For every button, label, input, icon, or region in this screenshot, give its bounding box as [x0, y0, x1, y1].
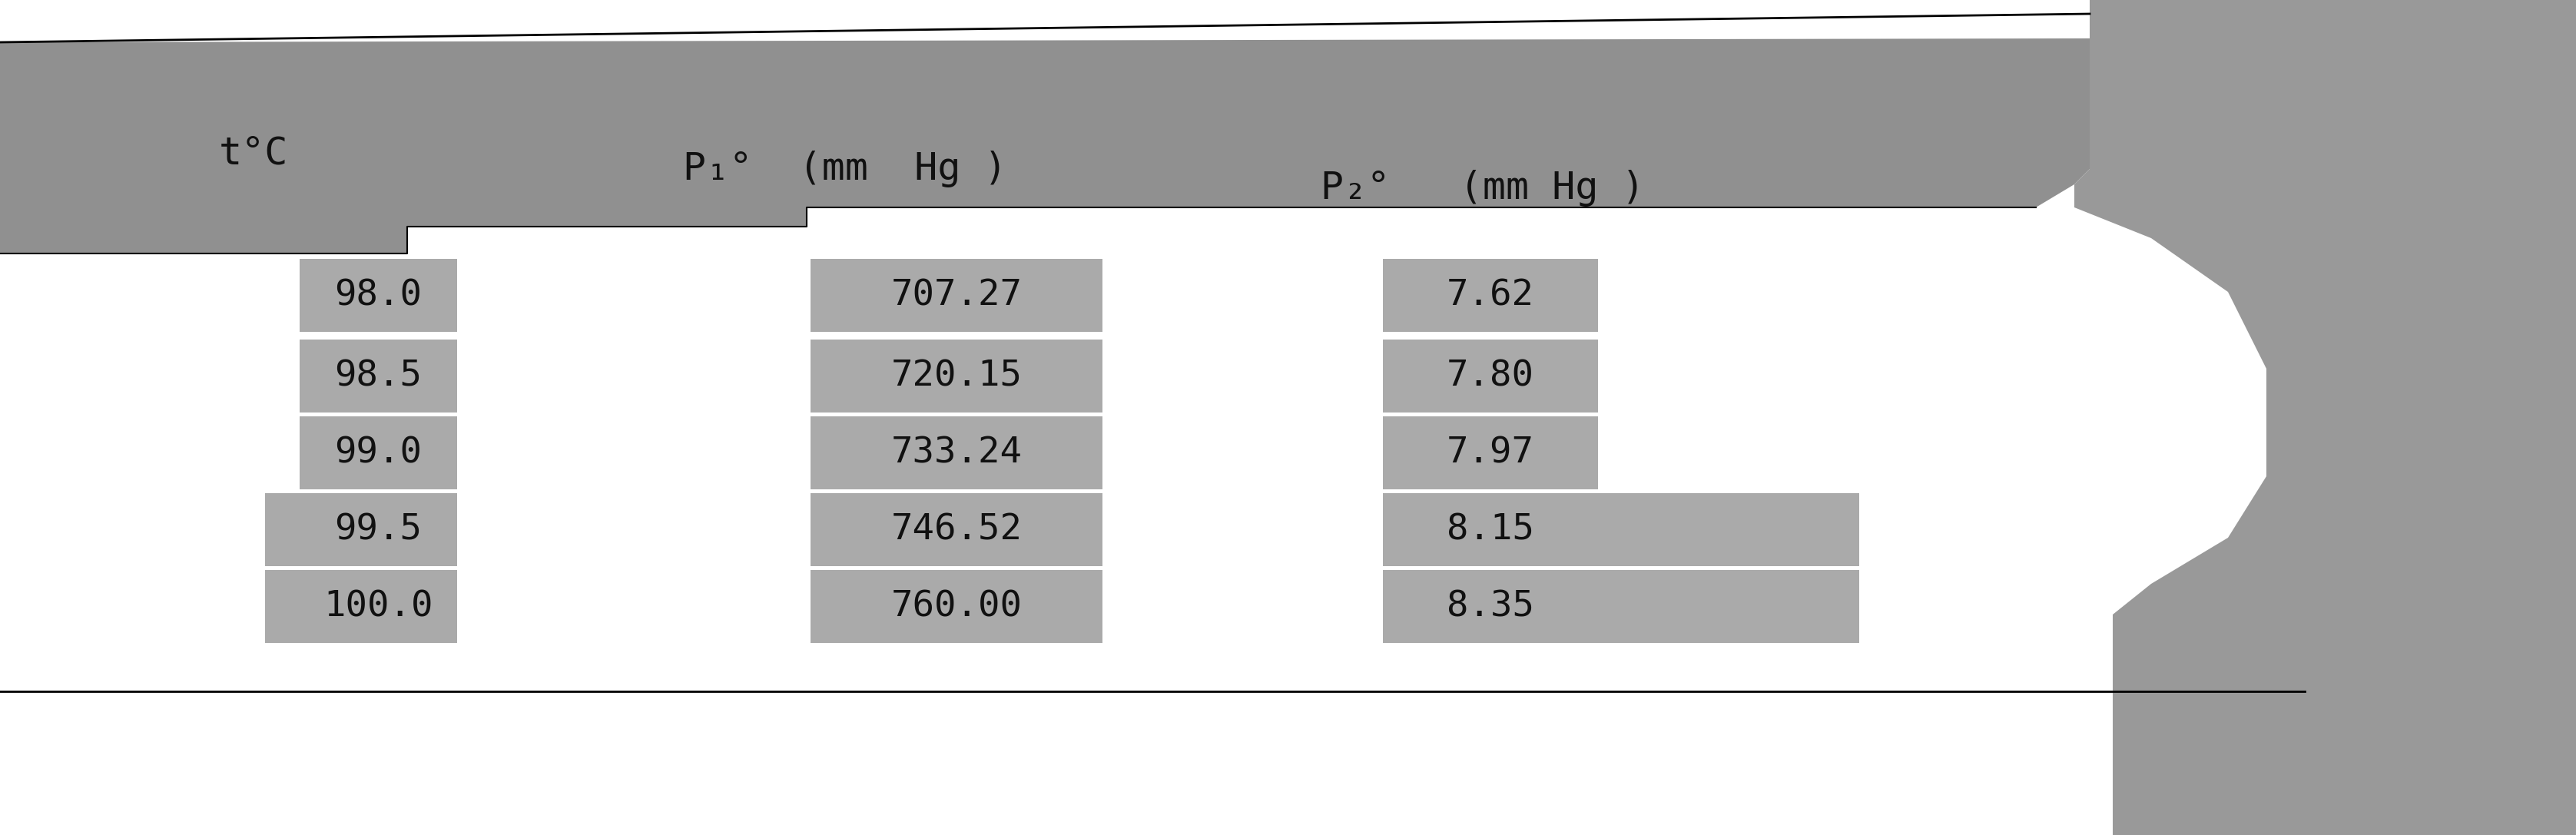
- Text: 7.62: 7.62: [1448, 278, 1535, 313]
- Bar: [811, 570, 1103, 643]
- Text: 7.80: 7.80: [1448, 359, 1535, 393]
- Bar: [1383, 570, 1860, 643]
- Text: 8.15: 8.15: [1448, 513, 1535, 547]
- Text: 7.97: 7.97: [1448, 436, 1535, 470]
- Text: 733.24: 733.24: [891, 436, 1023, 470]
- Text: P₂°   (mm Hg ): P₂° (mm Hg ): [1321, 170, 1643, 206]
- Bar: [811, 259, 1103, 331]
- Text: 707.27: 707.27: [891, 278, 1023, 313]
- Text: 720.15: 720.15: [891, 359, 1023, 393]
- Text: 98.0: 98.0: [335, 278, 422, 313]
- Bar: [1383, 417, 1597, 489]
- Bar: [1383, 259, 1597, 331]
- Bar: [1383, 493, 1860, 566]
- Text: P₁°  (mm  Hg ): P₁° (mm Hg ): [683, 150, 1007, 187]
- Bar: [811, 340, 1103, 412]
- Bar: [265, 493, 456, 566]
- Bar: [265, 570, 456, 643]
- Text: 760.00: 760.00: [891, 590, 1023, 624]
- Text: 746.52: 746.52: [891, 513, 1023, 547]
- Bar: [299, 259, 456, 331]
- Bar: [299, 340, 456, 412]
- Text: 98.5: 98.5: [335, 359, 422, 393]
- Bar: [1383, 340, 1597, 412]
- Text: 8.35: 8.35: [1448, 590, 1535, 624]
- Bar: [299, 417, 456, 489]
- Bar: [811, 493, 1103, 566]
- Text: 99.5: 99.5: [335, 513, 422, 547]
- Bar: [811, 417, 1103, 489]
- Text: 99.0: 99.0: [335, 436, 422, 470]
- Text: t°C: t°C: [219, 135, 289, 172]
- Text: 100.0: 100.0: [325, 590, 433, 624]
- Polygon shape: [2074, 0, 2576, 835]
- Polygon shape: [0, 38, 2089, 254]
